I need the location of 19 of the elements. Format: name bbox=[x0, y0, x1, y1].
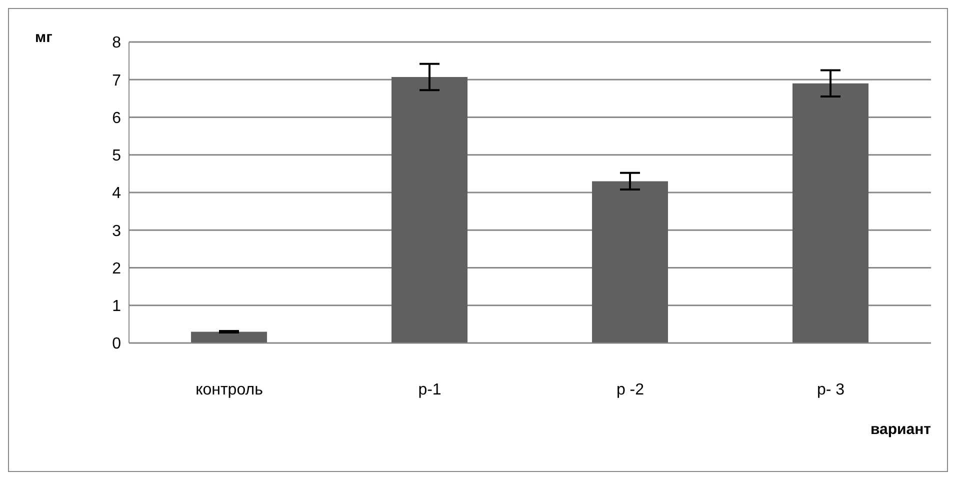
y-tick-label: 2 bbox=[112, 260, 122, 278]
bar bbox=[191, 332, 267, 343]
y-tick-label: 1 bbox=[112, 298, 122, 316]
y-tick-label: 4 bbox=[112, 185, 122, 202]
x-tick-label: р- 3 bbox=[816, 381, 845, 398]
y-tick-label: 3 bbox=[112, 222, 122, 240]
y-tick-label: 8 bbox=[112, 34, 122, 52]
y-tick-label: 7 bbox=[112, 72, 122, 90]
x-tick-label: р-1 bbox=[418, 381, 442, 398]
y-tick-label: 6 bbox=[112, 110, 122, 127]
bar bbox=[592, 181, 668, 343]
bar bbox=[392, 76, 468, 343]
x-tick-label: р -2 bbox=[616, 381, 644, 398]
x-tick-label: контроль bbox=[196, 381, 263, 398]
y-axis-title: мг bbox=[35, 29, 52, 46]
bar bbox=[792, 83, 868, 343]
y-tick-label: 5 bbox=[112, 148, 122, 165]
y-tick-label: 0 bbox=[112, 336, 122, 353]
x-axis-title: вариант bbox=[870, 421, 931, 438]
